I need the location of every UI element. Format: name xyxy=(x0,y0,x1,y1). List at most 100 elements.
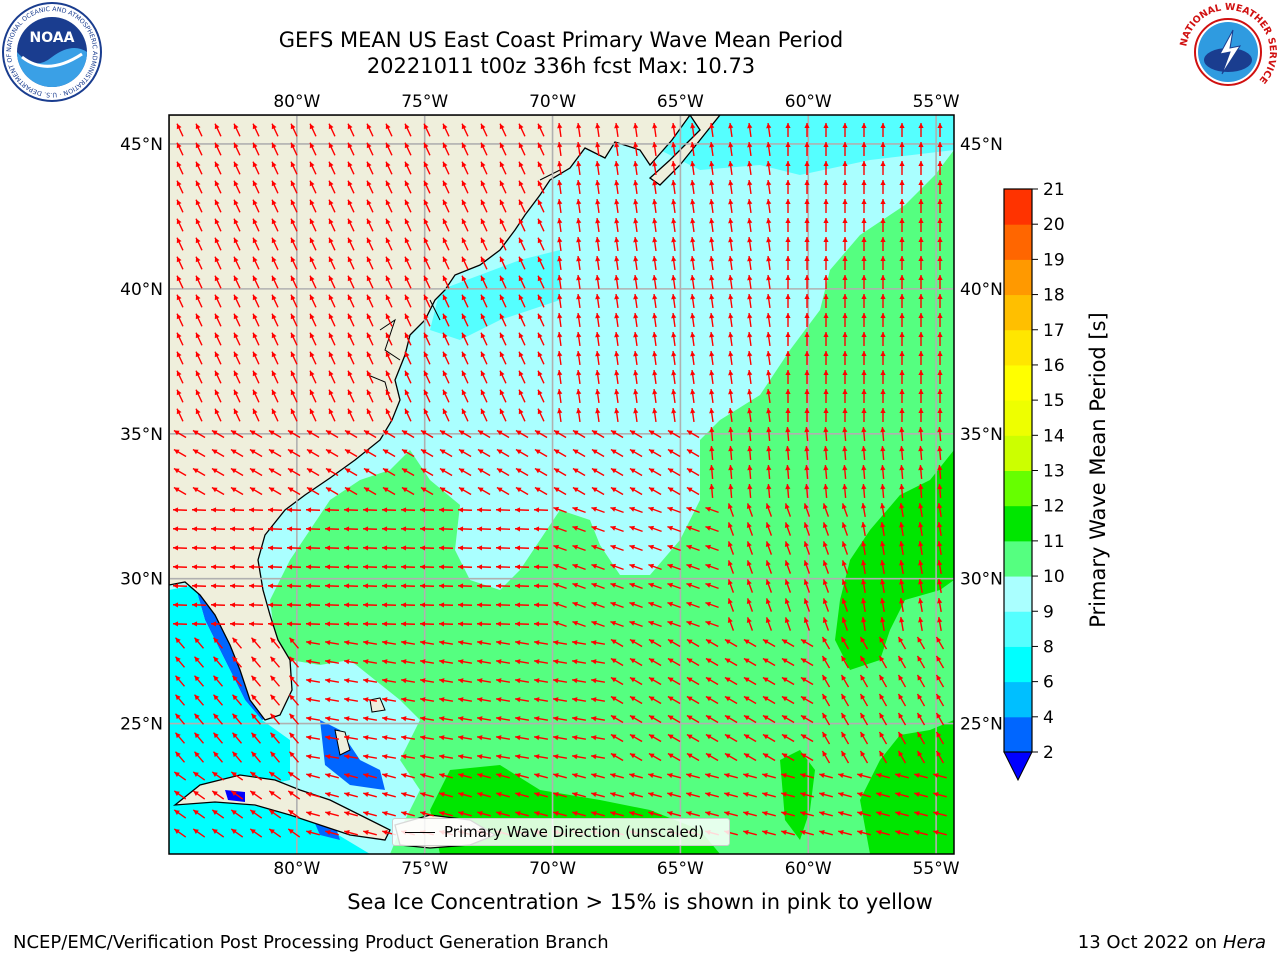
wave-arrow xyxy=(518,180,526,194)
wave-arrow xyxy=(765,579,773,593)
colorbar-segment xyxy=(1004,576,1032,612)
wave-arrow xyxy=(785,237,791,251)
wave-arrow xyxy=(895,791,909,798)
wave-arrow xyxy=(271,313,279,327)
wave-arrow xyxy=(557,255,563,271)
wave-arrow xyxy=(347,237,355,251)
wave-arrow xyxy=(366,370,374,384)
wave-arrow xyxy=(822,579,830,593)
wave-arrow xyxy=(935,750,945,764)
wave-arrow xyxy=(747,255,753,271)
wave-arrow xyxy=(841,598,849,612)
wave-arrow xyxy=(671,388,677,404)
wave-arrow xyxy=(591,563,605,571)
wave-arrow xyxy=(804,123,810,137)
wave-arrow xyxy=(614,255,620,271)
wave-arrow xyxy=(328,256,336,270)
wave-arrow xyxy=(766,445,772,461)
wave-arrow xyxy=(804,180,810,194)
wave-arrow xyxy=(461,389,469,403)
wave-arrow xyxy=(230,771,244,781)
wave-arrow xyxy=(859,693,869,707)
wave-arrow xyxy=(822,522,830,536)
lat-label-left: 25°N xyxy=(120,715,163,735)
wave-arrow xyxy=(229,564,245,570)
wave-arrow xyxy=(842,161,848,175)
wave-arrow xyxy=(404,351,412,365)
wave-arrow xyxy=(821,636,831,650)
wave-arrow xyxy=(861,616,867,632)
wave-arrow xyxy=(385,256,393,270)
wave-arrow xyxy=(366,408,374,422)
wave-arrow xyxy=(286,583,302,589)
wave-arrow xyxy=(690,388,696,404)
wave-arrow xyxy=(667,638,681,648)
wave-arrow xyxy=(306,429,320,439)
wave-arrow xyxy=(385,123,393,137)
wave-arrow xyxy=(211,486,225,496)
wave-arrow xyxy=(595,141,601,157)
wave-arrow xyxy=(176,313,184,327)
wave-arrow xyxy=(803,522,811,536)
bahamas-island xyxy=(369,697,386,713)
wave-arrow xyxy=(762,810,776,817)
wave-arrow xyxy=(404,161,412,175)
wave-arrow xyxy=(629,733,643,743)
wave-arrow xyxy=(381,583,397,589)
wave-arrow xyxy=(214,332,222,346)
wave-arrow xyxy=(918,426,924,442)
wave-arrow xyxy=(195,275,203,289)
wave-arrow xyxy=(897,693,907,707)
wave-arrow xyxy=(438,716,454,722)
wave-arrow xyxy=(785,199,791,213)
wave-arrow xyxy=(269,751,281,763)
wave-arrow xyxy=(193,751,205,763)
wave-arrow xyxy=(823,483,829,499)
wave-arrow xyxy=(595,236,601,252)
wave-arrow xyxy=(557,274,563,290)
wave-arrow xyxy=(686,733,700,743)
wave-arrow xyxy=(438,602,454,608)
wave-arrow xyxy=(214,237,222,251)
wave-arrow xyxy=(328,123,336,137)
wave-arrow xyxy=(442,123,450,137)
wave-arrow xyxy=(804,370,810,384)
wave-arrow xyxy=(572,772,586,779)
wave-arrow xyxy=(514,659,530,665)
wave-arrow xyxy=(709,198,715,214)
wave-arrow xyxy=(400,526,416,532)
wave-arrow xyxy=(229,526,245,532)
wave-arrow xyxy=(595,407,601,423)
wave-arrow xyxy=(667,525,681,533)
wave-arrow xyxy=(859,655,869,669)
wave-arrow xyxy=(614,407,620,423)
wave-arrow xyxy=(838,829,852,836)
wave-arrow xyxy=(423,332,431,346)
wave-arrow xyxy=(366,313,374,327)
wave-arrow xyxy=(211,467,225,477)
wave-arrow xyxy=(800,714,814,724)
wave-arrow xyxy=(438,507,454,513)
wave-arrow xyxy=(590,716,606,722)
wave-arrow xyxy=(267,564,283,570)
wave-arrow xyxy=(633,217,639,233)
wave-arrow xyxy=(343,526,359,532)
wave-arrow xyxy=(686,676,700,686)
wave-arrow xyxy=(233,199,241,213)
wave-arrow xyxy=(614,350,620,366)
wave-arrow xyxy=(518,142,526,156)
wave-arrow xyxy=(537,218,545,232)
wave-arrow xyxy=(590,640,606,646)
noaa-logo-text: NOAA xyxy=(30,30,75,46)
wave-arrow xyxy=(557,160,563,176)
wave-arrow xyxy=(667,791,681,798)
wave-arrow xyxy=(496,486,510,496)
lon-label-bottom: 70°W xyxy=(529,859,576,879)
wave-arrow xyxy=(362,640,378,646)
wave-arrow xyxy=(878,693,888,707)
wave-arrow xyxy=(347,294,355,308)
wave-arrow xyxy=(214,218,222,232)
wave-arrow xyxy=(534,429,548,439)
wave-arrow xyxy=(686,544,700,552)
wave-arrow xyxy=(648,714,662,724)
